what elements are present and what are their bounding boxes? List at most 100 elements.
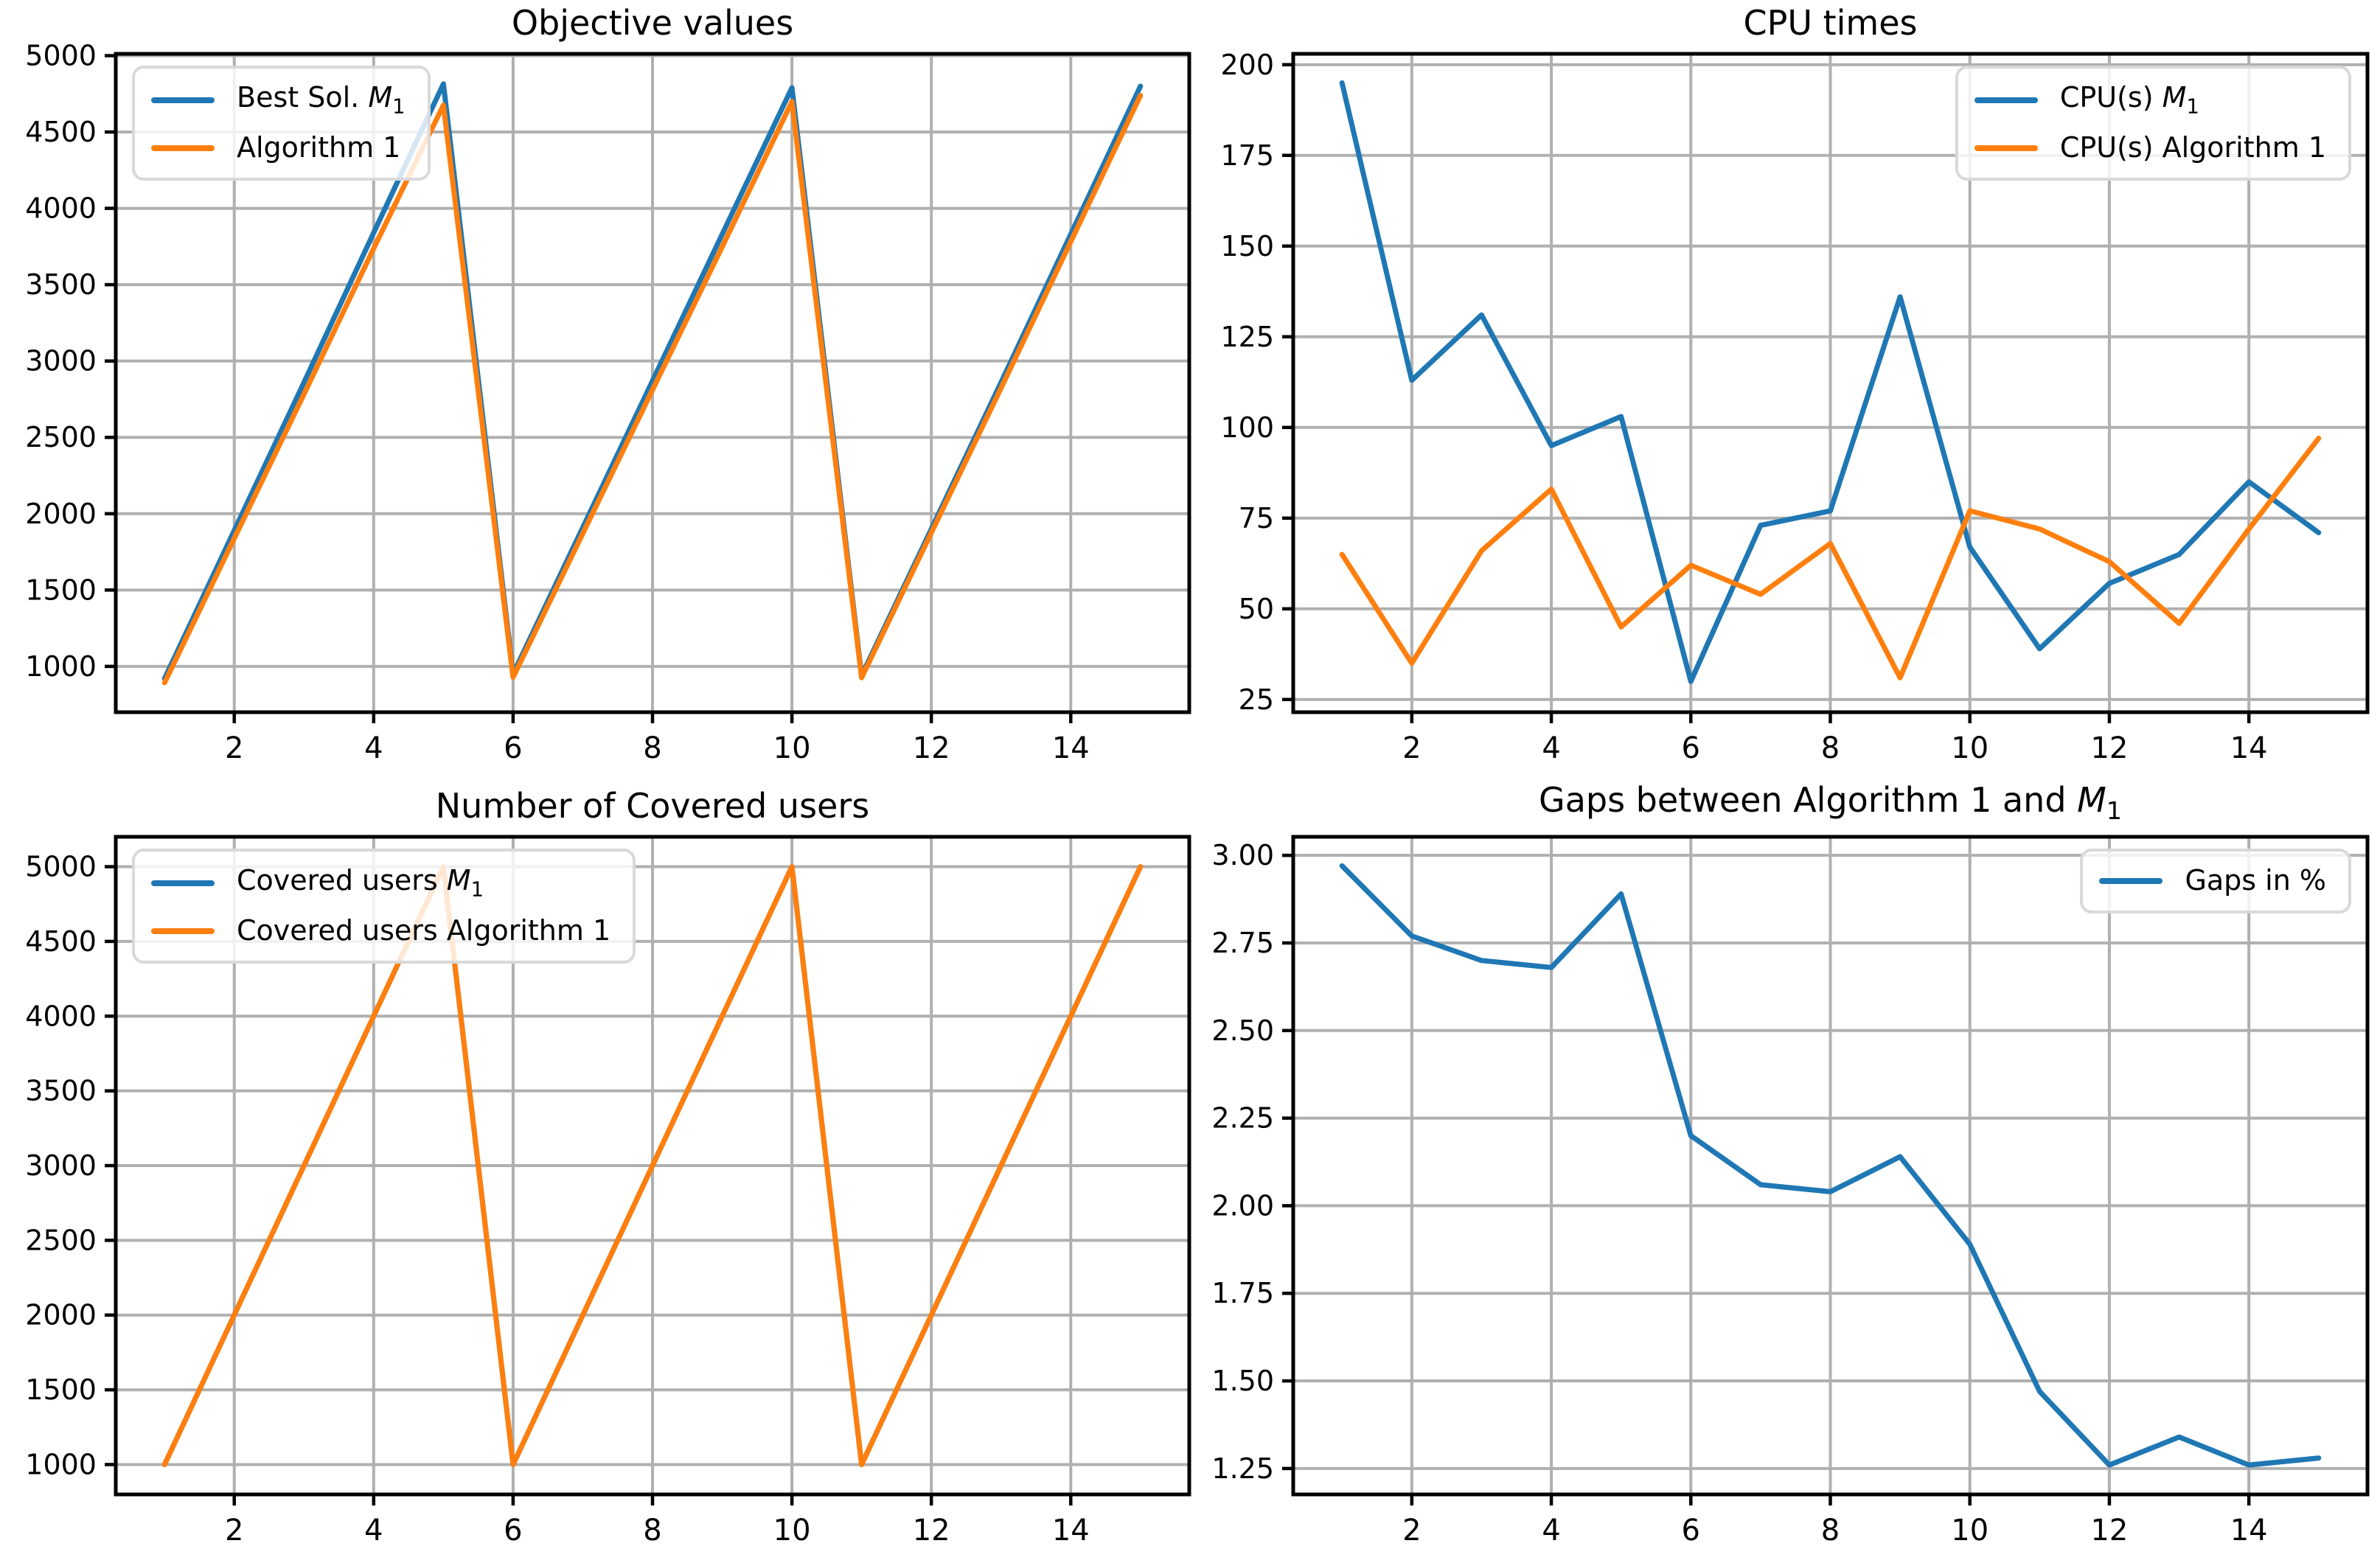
x-tick-label: 10 [1951,1514,1988,1548]
legend: Covered users M1 Covered users Algorithm … [132,849,636,964]
y-tick-label: 1000 [25,1448,97,1480]
y-tick-label: 100 [1220,411,1274,444]
legend-label: Algorithm 1 [237,131,401,164]
plot-title: Objective values [511,3,794,43]
series-line-covered-users-algorithm-1 [161,864,1144,1467]
legend-line-swatch [151,97,215,104]
x-tick-label: 8 [643,731,661,765]
y-tick-label: 200 [1220,49,1274,81]
y-tick-label: 1.25 [1211,1452,1274,1485]
x-tick-label: 12 [2090,1514,2128,1548]
y-tick-label: 50 [1239,593,1274,625]
x-tick-label: 6 [504,731,522,765]
y-tick-label: 3000 [25,345,97,377]
legend-line-swatch [151,880,215,887]
y-tick-label: 1.75 [1211,1277,1274,1309]
y-tick-label: 2500 [25,421,97,453]
plot-gaps: Gaps between Algorithm 1 and M1 2 4 6 8 10 12… [1211,782,2370,1548]
y-tick-label: 3000 [25,1149,97,1182]
legend-line-swatch [151,927,215,934]
y-tick-label: 4500 [25,116,97,148]
x-tick-label: 8 [1821,731,1840,765]
y-tick-label: 175 [1220,139,1274,172]
series-line-cpu-s-algorithm-1 [1339,436,2322,680]
y-tick-label: 3500 [25,268,97,301]
legend-line-swatch [151,145,215,151]
y-tick-label: 4500 [25,925,97,958]
y-tick-label: 1500 [25,1374,97,1406]
legend-label: CPU(s) Algorithm 1 [2059,131,2326,164]
plot-covered-users: Number of Covered users 2 4 6 8 10 12 14 1000 15… [25,787,1191,1548]
y-tick-label: 2000 [25,1299,97,1331]
y-tick-label: 3.00 [1211,839,1274,871]
y-tick-label: 2.00 [1211,1189,1274,1222]
x-tick-label: 2 [225,731,243,765]
x-tick-label: 6 [1682,731,1700,765]
legend-entry-cpu-s-algorithm-1: CPU(s) Algorithm 1 [1974,131,2326,164]
x-tick-label: 12 [913,731,950,765]
y-tick-label: 4000 [25,1000,97,1032]
x-tick-label: 14 [1052,731,1090,765]
y-tick-label: 150 [1220,230,1274,262]
legend-label: Covered users Algorithm 1 [237,914,611,947]
legend-entry-algorithm-1: Algorithm 1 [151,131,406,164]
y-tick-label: 2000 [25,498,97,530]
legend-entry-cpu-s-m: CPU(s) M1 [1974,81,2326,119]
legend-line-swatch [2099,877,2163,884]
x-tick-label: 8 [643,1514,661,1548]
x-tick-label: 4 [364,1514,383,1548]
plot-title: Gaps between Algorithm 1 and M1 [1539,780,2122,826]
plot-canvas: 2 4 6 8 10 12 14 1000 1500 2000 2500 3000 3500 4000 45… [25,835,1191,1548]
x-tick-label: 10 [773,1514,811,1548]
legend: Best Sol. M1 Algorithm 1 [132,66,431,181]
y-tick-label: 1500 [25,574,97,606]
x-tick-label: 14 [2230,1514,2268,1548]
legend-entry-best-sol-m: Best Sol. M1 [151,81,406,119]
x-tick-label: 14 [2230,731,2268,765]
plot-objective-values: Objective values 2 4 6 8 10 12 14 1000 1500 2000 2… [25,4,1191,765]
y-tick-label: 4000 [25,192,97,225]
x-tick-label: 14 [1052,1514,1090,1548]
legend-entry-covered-users-m: Covered users M1 [151,864,610,902]
legend-label: Best Sol. M1 [237,81,406,119]
plot-title: CPU times [1743,3,1918,43]
x-tick-label: 4 [364,731,383,765]
x-tick-label: 12 [913,1514,950,1548]
y-tick-label: 2.75 [1211,927,1274,959]
x-tick-label: 10 [773,731,811,765]
y-tick-label: 1000 [25,650,97,683]
y-tick-label: 25 [1239,683,1274,716]
legend-entry-gaps-in: Gaps in % [2099,864,2326,897]
plot-canvas: 2 4 6 8 10 12 14 1000 1500 2000 2500 3000 3500 4000 45… [25,39,1191,765]
plot-canvas: 2 4 6 8 10 12 14 1.25 1.50 1.75 2.00 2.25 2.50 2.75 3.… [1211,835,2370,1548]
x-tick-label: 6 [1682,1514,1700,1548]
plot-cpu-times: CPU times 2 4 6 8 10 12 14 25 50 75 100 125 150 175 20… [1220,4,2370,765]
x-tick-label: 4 [1542,731,1560,765]
x-tick-label: 6 [504,1514,522,1548]
legend: Gaps in % [2080,849,2351,913]
series-line-algorithm-1 [161,93,1144,686]
y-tick-label: 75 [1239,502,1274,535]
x-tick-label: 8 [1821,1514,1840,1548]
x-tick-label: 12 [2090,731,2128,765]
legend-line-swatch [1974,145,2038,151]
y-tick-label: 5000 [25,851,97,883]
legend-label: Covered users M1 [237,864,484,902]
legend-entry-covered-users-algorithm-1: Covered users Algorithm 1 [151,914,611,947]
y-tick-label: 2.50 [1211,1014,1274,1047]
legend-line-swatch [1974,97,2038,104]
y-tick-label: 2500 [25,1224,97,1256]
y-tick-label: 3500 [25,1075,97,1107]
series-line-gaps-in [1339,863,2322,1468]
x-tick-label: 10 [1951,731,1988,765]
plot-title: Number of Covered users [435,786,870,826]
y-tick-label: 125 [1220,321,1274,353]
legend-label: CPU(s) M1 [2059,81,2199,119]
x-tick-label: 2 [1402,731,1421,765]
plot-canvas: 2 4 6 8 10 12 14 25 50 75 100 125 150 175 200 [1220,49,2370,765]
y-tick-label: 1.50 [1211,1365,1274,1397]
legend-label: Gaps in % [2185,864,2326,897]
legend: CPU(s) M1 CPU(s) Algorithm 1 [1955,66,2351,181]
y-tick-label: 5000 [25,39,97,72]
